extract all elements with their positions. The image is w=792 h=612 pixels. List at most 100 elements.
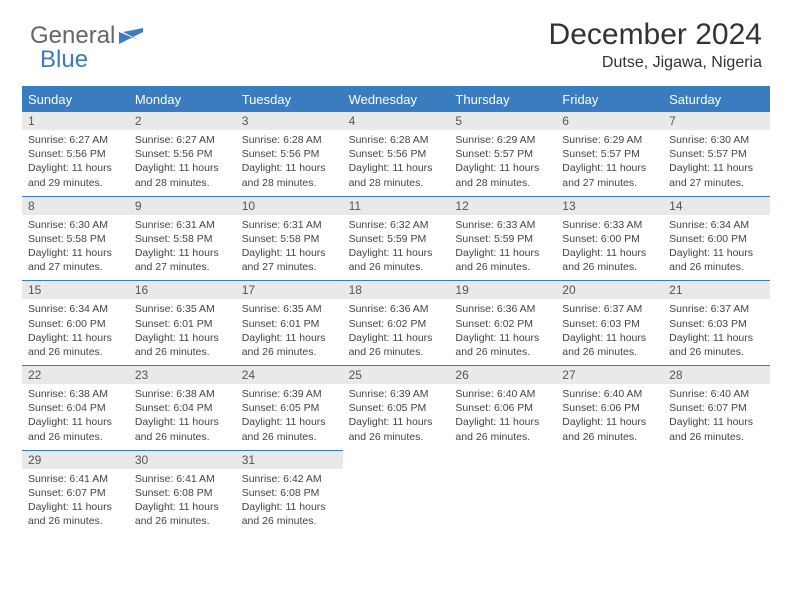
day-cell: 24Sunrise: 6:39 AMSunset: 6:05 PMDayligh…	[236, 365, 343, 450]
blank-cell	[663, 450, 770, 535]
sunset-text: Sunset: 6:03 PM	[562, 317, 657, 331]
day-info: Sunrise: 6:34 AMSunset: 6:00 PMDaylight:…	[663, 215, 770, 275]
day-info: Sunrise: 6:30 AMSunset: 5:57 PMDaylight:…	[663, 130, 770, 190]
sunrise-text: Sunrise: 6:33 AM	[455, 218, 550, 232]
daylight-text: Daylight: 11 hours and 28 minutes.	[455, 161, 550, 189]
daylight-text: Daylight: 11 hours and 26 minutes.	[349, 415, 444, 443]
day-number: 17	[236, 281, 343, 299]
blank-cell	[556, 450, 663, 535]
day-cell: 11Sunrise: 6:32 AMSunset: 5:59 PMDayligh…	[343, 196, 450, 281]
sunset-text: Sunset: 6:06 PM	[455, 401, 550, 415]
sunrise-text: Sunrise: 6:40 AM	[455, 387, 550, 401]
daylight-text: Daylight: 11 hours and 26 minutes.	[135, 415, 230, 443]
day-cell: 20Sunrise: 6:37 AMSunset: 6:03 PMDayligh…	[556, 280, 663, 365]
sunrise-text: Sunrise: 6:40 AM	[669, 387, 764, 401]
daylight-text: Daylight: 11 hours and 26 minutes.	[455, 246, 550, 274]
sunset-text: Sunset: 5:57 PM	[455, 147, 550, 161]
sunset-text: Sunset: 6:04 PM	[28, 401, 123, 415]
day-cell: 1Sunrise: 6:27 AMSunset: 5:56 PMDaylight…	[22, 111, 129, 196]
sunset-text: Sunset: 6:08 PM	[242, 486, 337, 500]
day-cell: 27Sunrise: 6:40 AMSunset: 6:06 PMDayligh…	[556, 365, 663, 450]
day-number: 7	[663, 112, 770, 130]
sunrise-text: Sunrise: 6:30 AM	[28, 218, 123, 232]
day-number: 8	[22, 197, 129, 215]
day-info: Sunrise: 6:33 AMSunset: 5:59 PMDaylight:…	[449, 215, 556, 275]
day-info: Sunrise: 6:40 AMSunset: 6:07 PMDaylight:…	[663, 384, 770, 444]
sunset-text: Sunset: 6:00 PM	[669, 232, 764, 246]
sunrise-text: Sunrise: 6:42 AM	[242, 472, 337, 486]
day-info: Sunrise: 6:37 AMSunset: 6:03 PMDaylight:…	[663, 299, 770, 359]
day-number: 14	[663, 197, 770, 215]
day-number: 1	[22, 112, 129, 130]
sunrise-text: Sunrise: 6:37 AM	[669, 302, 764, 316]
day-number: 29	[22, 451, 129, 469]
day-number: 24	[236, 366, 343, 384]
day-info: Sunrise: 6:27 AMSunset: 5:56 PMDaylight:…	[129, 130, 236, 190]
day-number: 30	[129, 451, 236, 469]
day-cell: 3Sunrise: 6:28 AMSunset: 5:56 PMDaylight…	[236, 111, 343, 196]
day-number: 20	[556, 281, 663, 299]
day-info: Sunrise: 6:42 AMSunset: 6:08 PMDaylight:…	[236, 469, 343, 529]
sunrise-text: Sunrise: 6:39 AM	[349, 387, 444, 401]
day-info: Sunrise: 6:37 AMSunset: 6:03 PMDaylight:…	[556, 299, 663, 359]
sunrise-text: Sunrise: 6:35 AM	[242, 302, 337, 316]
day-info: Sunrise: 6:29 AMSunset: 5:57 PMDaylight:…	[556, 130, 663, 190]
sunrise-text: Sunrise: 6:31 AM	[135, 218, 230, 232]
day-number: 3	[236, 112, 343, 130]
day-cell: 7Sunrise: 6:30 AMSunset: 5:57 PMDaylight…	[663, 111, 770, 196]
daylight-text: Daylight: 11 hours and 26 minutes.	[28, 331, 123, 359]
sunset-text: Sunset: 5:59 PM	[349, 232, 444, 246]
day-cell: 10Sunrise: 6:31 AMSunset: 5:58 PMDayligh…	[236, 196, 343, 281]
day-info: Sunrise: 6:36 AMSunset: 6:02 PMDaylight:…	[343, 299, 450, 359]
sunset-text: Sunset: 6:06 PM	[562, 401, 657, 415]
daylight-text: Daylight: 11 hours and 26 minutes.	[135, 331, 230, 359]
daylight-text: Daylight: 11 hours and 28 minutes.	[242, 161, 337, 189]
sunset-text: Sunset: 5:56 PM	[28, 147, 123, 161]
day-number: 6	[556, 112, 663, 130]
day-cell: 23Sunrise: 6:38 AMSunset: 6:04 PMDayligh…	[129, 365, 236, 450]
sunset-text: Sunset: 6:05 PM	[349, 401, 444, 415]
day-info: Sunrise: 6:39 AMSunset: 6:05 PMDaylight:…	[236, 384, 343, 444]
daylight-text: Daylight: 11 hours and 28 minutes.	[349, 161, 444, 189]
brand-part2: Blue	[40, 46, 88, 73]
day-info: Sunrise: 6:31 AMSunset: 5:58 PMDaylight:…	[236, 215, 343, 275]
weekday-header: Wednesday	[343, 88, 450, 111]
daylight-text: Daylight: 11 hours and 26 minutes.	[28, 415, 123, 443]
daylight-text: Daylight: 11 hours and 27 minutes.	[562, 161, 657, 189]
day-number: 4	[343, 112, 450, 130]
sunset-text: Sunset: 5:56 PM	[135, 147, 230, 161]
day-cell: 9Sunrise: 6:31 AMSunset: 5:58 PMDaylight…	[129, 196, 236, 281]
day-cell: 22Sunrise: 6:38 AMSunset: 6:04 PMDayligh…	[22, 365, 129, 450]
sunset-text: Sunset: 5:57 PM	[562, 147, 657, 161]
daylight-text: Daylight: 11 hours and 27 minutes.	[669, 161, 764, 189]
day-cell: 2Sunrise: 6:27 AMSunset: 5:56 PMDaylight…	[129, 111, 236, 196]
day-number: 21	[663, 281, 770, 299]
weekday-header: Saturday	[663, 88, 770, 111]
day-info: Sunrise: 6:32 AMSunset: 5:59 PMDaylight:…	[343, 215, 450, 275]
sunrise-text: Sunrise: 6:34 AM	[28, 302, 123, 316]
sunset-text: Sunset: 6:05 PM	[242, 401, 337, 415]
sunset-text: Sunset: 6:02 PM	[455, 317, 550, 331]
daylight-text: Daylight: 11 hours and 26 minutes.	[562, 246, 657, 274]
weekday-header: Tuesday	[236, 88, 343, 111]
day-number: 18	[343, 281, 450, 299]
sunset-text: Sunset: 5:57 PM	[669, 147, 764, 161]
sunset-text: Sunset: 6:07 PM	[28, 486, 123, 500]
day-info: Sunrise: 6:36 AMSunset: 6:02 PMDaylight:…	[449, 299, 556, 359]
day-number: 28	[663, 366, 770, 384]
daylight-text: Daylight: 11 hours and 27 minutes.	[28, 246, 123, 274]
day-cell: 17Sunrise: 6:35 AMSunset: 6:01 PMDayligh…	[236, 280, 343, 365]
day-info: Sunrise: 6:27 AMSunset: 5:56 PMDaylight:…	[22, 130, 129, 190]
blank-cell	[449, 450, 556, 535]
sunrise-text: Sunrise: 6:29 AM	[455, 133, 550, 147]
day-cell: 5Sunrise: 6:29 AMSunset: 5:57 PMDaylight…	[449, 111, 556, 196]
day-info: Sunrise: 6:28 AMSunset: 5:56 PMDaylight:…	[343, 130, 450, 190]
sunrise-text: Sunrise: 6:40 AM	[562, 387, 657, 401]
sunrise-text: Sunrise: 6:33 AM	[562, 218, 657, 232]
day-number: 12	[449, 197, 556, 215]
weekday-header: Thursday	[449, 88, 556, 111]
sunrise-text: Sunrise: 6:32 AM	[349, 218, 444, 232]
daylight-text: Daylight: 11 hours and 27 minutes.	[242, 246, 337, 274]
day-info: Sunrise: 6:29 AMSunset: 5:57 PMDaylight:…	[449, 130, 556, 190]
daylight-text: Daylight: 11 hours and 26 minutes.	[242, 500, 337, 528]
